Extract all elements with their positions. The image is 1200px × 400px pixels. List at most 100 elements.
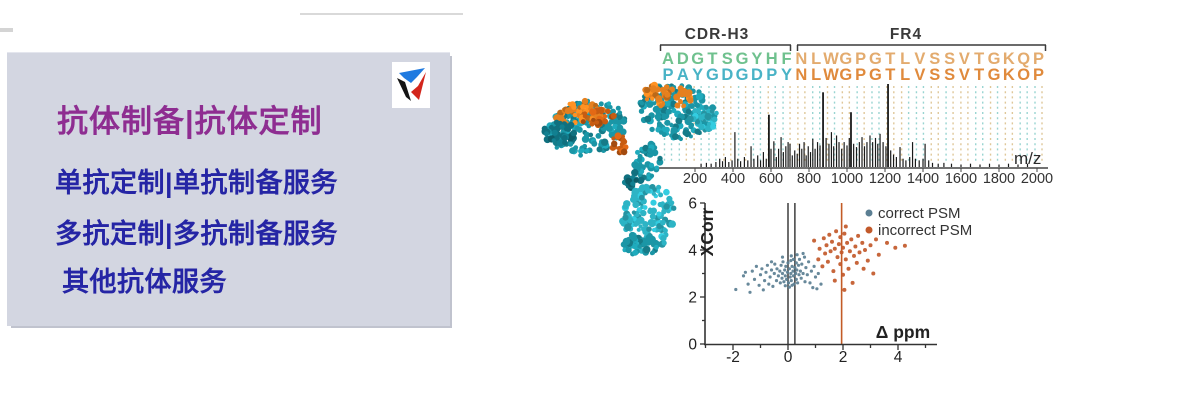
- edge-artifact: [0, 28, 13, 32]
- residue-row2: P: [855, 66, 866, 84]
- x-tick-label: 2: [839, 349, 848, 366]
- data-point: [838, 235, 843, 240]
- structure-sphere: [557, 121, 562, 126]
- structure-sphere: [661, 87, 666, 92]
- logo-blue-wedge: [399, 68, 425, 83]
- data-point: [757, 283, 761, 287]
- data-point: [812, 264, 816, 268]
- data-point: [769, 260, 774, 264]
- structure-sphere: [617, 110, 623, 115]
- residue-row1: Q: [1017, 50, 1030, 68]
- structure-sphere: [628, 231, 636, 239]
- data-point: [824, 243, 829, 248]
- structure-sphere: [611, 140, 618, 147]
- structure-sphere: [649, 173, 655, 178]
- structure-sphere: [643, 221, 649, 228]
- structure-sphere: [588, 132, 594, 138]
- structure-sphere: [602, 114, 608, 119]
- service-link-monoclonal[interactable]: 单抗定制|单抗制备服务: [55, 168, 339, 198]
- data-point: [838, 262, 843, 267]
- data-point: [790, 264, 794, 268]
- structure-sphere: [559, 124, 565, 130]
- residue-row2: G: [706, 66, 719, 84]
- structure-sphere: [578, 152, 583, 158]
- legend-marker: [865, 209, 873, 217]
- data-point: [847, 249, 852, 254]
- data-point: [854, 260, 859, 265]
- data-point: [783, 274, 787, 278]
- residue-row1: A: [662, 50, 674, 68]
- triangle-logo-icon: [397, 68, 426, 101]
- data-point: [782, 280, 786, 284]
- data-point: [815, 287, 819, 291]
- service-link-polyclonal[interactable]: 多抗定制|多抗制备服务: [55, 219, 339, 249]
- residue-row2: N: [795, 66, 807, 84]
- structure-sphere: [661, 240, 667, 246]
- data-point: [778, 269, 782, 273]
- residue-row1: L: [811, 50, 821, 68]
- structure-sphere: [562, 139, 568, 146]
- structure-blob-teal: [620, 231, 661, 257]
- structure-sphere: [704, 113, 712, 121]
- data-point: [779, 263, 783, 267]
- data-point: [783, 268, 787, 272]
- data-point: [865, 258, 870, 263]
- structure-sphere: [665, 108, 672, 115]
- structure-sphere: [648, 162, 655, 168]
- structure-blob-orangeDark: [609, 132, 629, 156]
- data-point: [816, 257, 821, 262]
- data-point: [789, 259, 793, 263]
- structure-sphere: [685, 108, 692, 115]
- structure-sphere: [666, 209, 671, 214]
- structure-sphere: [622, 203, 629, 210]
- structure-sphere: [649, 85, 658, 93]
- structure-sphere: [664, 91, 671, 98]
- residue-row2: L: [811, 66, 821, 84]
- structure-sphere: [581, 97, 589, 105]
- residue-row1: S: [929, 50, 940, 68]
- residue-row2: K: [1003, 66, 1015, 84]
- data-point: [754, 264, 759, 268]
- residue-row2: D: [721, 66, 733, 84]
- data-point: [785, 270, 790, 274]
- structure-sphere: [661, 208, 667, 214]
- data-point: [743, 270, 748, 274]
- data-point: [776, 274, 781, 278]
- data-point: [790, 283, 794, 287]
- residue-row1: F: [782, 50, 792, 68]
- structure-sphere: [640, 209, 647, 217]
- structure-sphere: [582, 113, 588, 119]
- data-point: [868, 243, 873, 248]
- data-point: [734, 287, 738, 292]
- data-point: [783, 284, 787, 288]
- mz-tick-label: 200: [683, 171, 707, 187]
- structure-sphere: [663, 84, 670, 90]
- data-point: [893, 245, 898, 250]
- structure-sphere: [598, 101, 604, 107]
- data-point: [874, 237, 878, 242]
- residue-row1: H: [766, 50, 778, 68]
- data-point: [794, 261, 798, 265]
- data-point: [786, 261, 790, 265]
- structure-sphere: [567, 121, 575, 129]
- data-point: [804, 266, 808, 270]
- service-link-other[interactable]: 其他抗体服务: [62, 267, 227, 297]
- structure-sphere: [655, 189, 661, 194]
- data-point: [805, 273, 809, 277]
- data-point: [789, 254, 793, 258]
- data-point: [773, 262, 777, 266]
- residue-row2: T: [885, 66, 895, 84]
- structure-sphere: [620, 148, 628, 156]
- structure-sphere: [687, 97, 694, 104]
- data-point: [799, 276, 803, 280]
- data-point: [843, 257, 848, 262]
- residue-row1: S: [944, 50, 955, 68]
- structure-sphere: [610, 112, 617, 119]
- structure-sphere: [661, 113, 668, 120]
- structure-sphere: [678, 100, 684, 105]
- data-point: [795, 253, 799, 257]
- data-point: [841, 245, 845, 250]
- structure-sphere: [564, 107, 572, 115]
- structure-sphere: [609, 131, 616, 138]
- structure-sphere: [672, 133, 679, 141]
